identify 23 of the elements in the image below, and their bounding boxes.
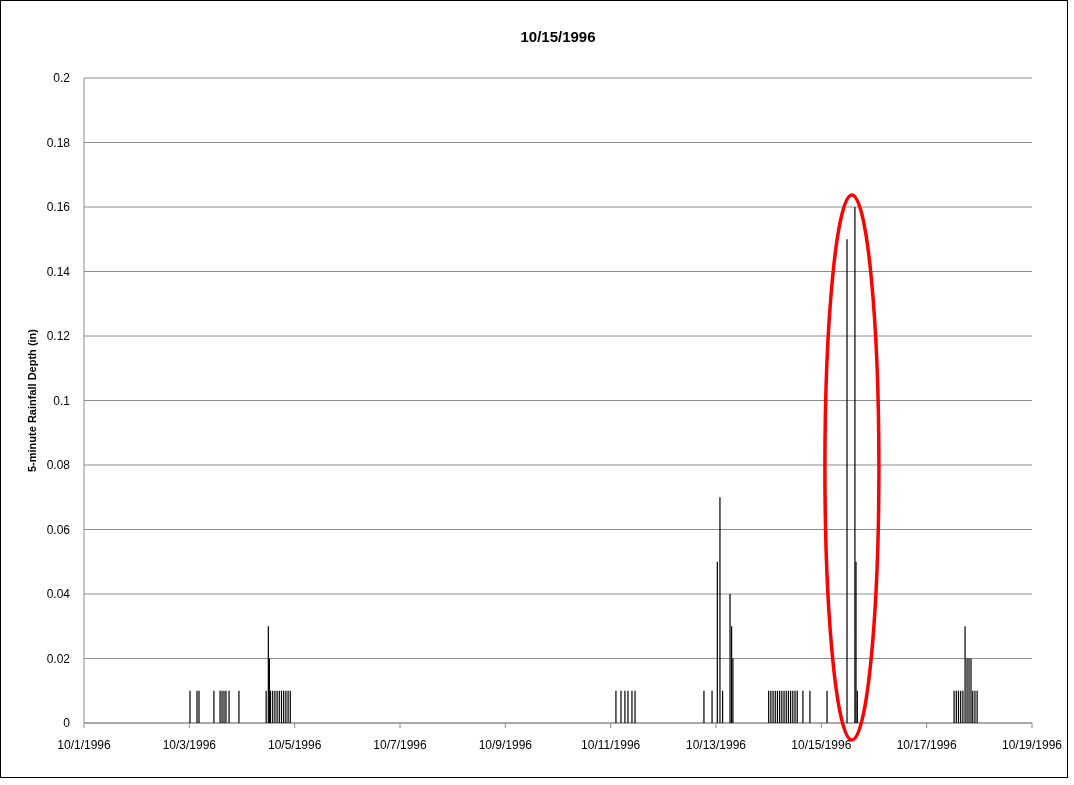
y-tick-label: 0.12 xyxy=(46,329,71,343)
x-tick-label: 10/17/1996 xyxy=(896,738,958,752)
y-tick-label: 0.02 xyxy=(46,651,71,666)
y-tick-label: 0.06 xyxy=(46,522,71,537)
x-tick-label: 10/5/1996 xyxy=(267,738,322,752)
y-tick-label: 0.1 xyxy=(53,393,71,408)
y-tick-label: 0.08 xyxy=(46,458,71,472)
x-tick-label: 10/13/1996 xyxy=(685,738,747,752)
y-tick-label: 0 xyxy=(63,716,71,730)
x-tick-label: 10/9/1996 xyxy=(478,738,533,752)
x-tick-label: 10/1/1996 xyxy=(57,738,112,752)
x-tick-label: 10/3/1996 xyxy=(162,738,217,752)
y-tick-label: 0.18 xyxy=(46,135,71,150)
x-tick-label: 10/11/1996 xyxy=(581,738,641,752)
y-tick-label: 0.2 xyxy=(53,71,71,85)
x-tick-label: 10/19/1996 xyxy=(1001,738,1063,752)
y-tick-label: 0.14 xyxy=(46,264,71,279)
y-axis-title: 5-minute Rainfall Depth (in) xyxy=(26,328,38,472)
chart-title: 10/15/1996 xyxy=(520,28,596,45)
x-tick-label: 10/15/1996 xyxy=(791,738,852,752)
x-tick-label: 10/7/1996 xyxy=(373,738,428,752)
y-tick-label: 0.04 xyxy=(46,587,71,601)
y-tick-label: 0.16 xyxy=(46,200,71,214)
